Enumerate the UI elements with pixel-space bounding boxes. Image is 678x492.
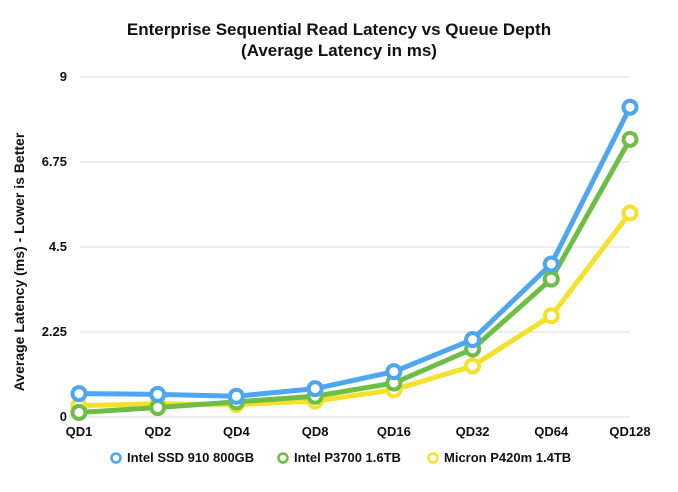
data-point (385, 363, 403, 381)
data-point (621, 130, 639, 148)
legend-marker (277, 452, 289, 464)
series-line (76, 104, 633, 399)
y-tick-label: 4.5 (49, 239, 67, 254)
y-tick-layer: 0 2.25 4.5 6.75 9 (42, 69, 67, 424)
x-tick-label: QD16 (377, 424, 411, 439)
data-point (70, 403, 88, 421)
series-layer (70, 98, 639, 421)
chart-title-line1: Enterprise Sequential Read Latency vs Qu… (127, 20, 551, 39)
x-tick-label: QD64 (534, 424, 569, 439)
legend-label: Intel SSD 910 800GB (127, 450, 254, 465)
y-tick-label: 9 (60, 69, 67, 84)
y-axis-label: Average Latency (ms) - Lower is Better (11, 132, 27, 391)
series-line (76, 210, 633, 409)
y-tick-label: 6.75 (42, 154, 67, 169)
legend-item: Intel SSD 910 800GB (110, 450, 254, 465)
data-point (464, 357, 482, 375)
data-point (542, 270, 560, 288)
legend-item: Intel P3700 1.6TB (277, 450, 401, 465)
x-tick-label: QD8 (302, 424, 329, 439)
series-2 (70, 130, 639, 421)
data-point (621, 98, 639, 116)
data-point (464, 331, 482, 349)
series-1 (70, 98, 639, 405)
data-point (70, 385, 88, 403)
x-tick-label: QD2 (144, 424, 171, 439)
y-tick-label: 0 (60, 409, 67, 424)
data-point (621, 204, 639, 222)
data-point (542, 307, 560, 325)
data-point (542, 255, 560, 273)
legend-label: Intel P3700 1.6TB (294, 450, 401, 465)
chart-title-line2: (Average Latency in ms) (241, 41, 437, 60)
legend-marker (427, 452, 439, 464)
grid-layer (80, 76, 630, 418)
data-point (149, 399, 167, 417)
data-point (149, 385, 167, 403)
legend-label: Micron P420m 1.4TB (444, 450, 571, 465)
x-tick-layer: QD1 QD2 QD4 QD8 QD16 QD32 QD64 QD128 (66, 424, 651, 439)
x-tick-label: QD128 (609, 424, 650, 439)
legend-marker (110, 452, 122, 464)
x-tick-label: QD32 (456, 424, 490, 439)
x-tick-label: QD1 (66, 424, 93, 439)
y-tick-label: 2.25 (42, 324, 67, 339)
series-line (76, 136, 633, 415)
legend: Intel SSD 910 800GB Intel P3700 1.6TB Micr… (110, 450, 571, 465)
x-tick-label: QD4 (223, 424, 251, 439)
data-point (306, 380, 324, 398)
data-point (227, 387, 245, 405)
legend-item: Micron P420m 1.4TB (427, 450, 571, 465)
